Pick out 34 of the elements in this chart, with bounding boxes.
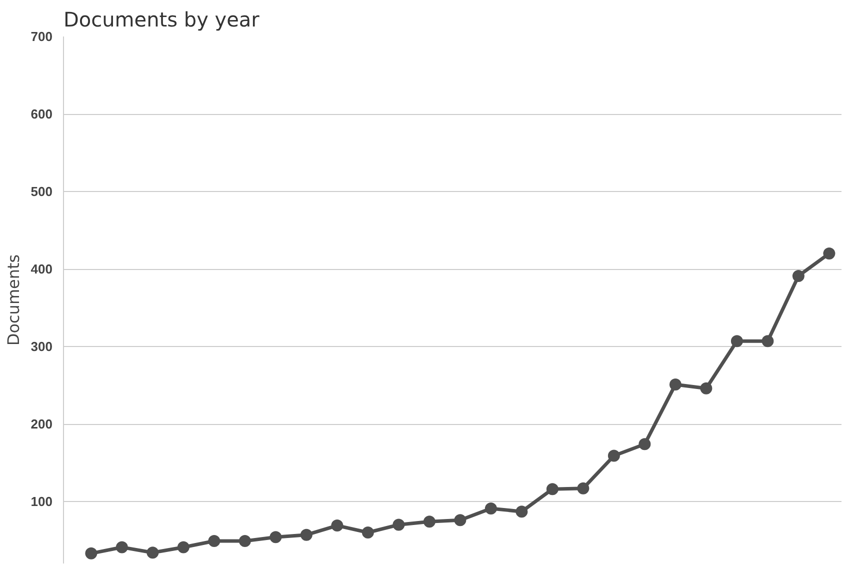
point: [823, 248, 836, 260]
point: [300, 528, 312, 541]
point: [423, 516, 436, 528]
point: [669, 378, 682, 390]
point: [146, 546, 159, 559]
point: [331, 520, 344, 532]
y-tick-label: 600: [30, 106, 53, 122]
point: [116, 541, 128, 554]
point: [362, 526, 374, 538]
y-tick-label: 700: [30, 29, 53, 44]
point: [730, 335, 743, 348]
point: [454, 514, 466, 526]
point: [516, 506, 528, 518]
point: [638, 438, 651, 450]
y-axis-title: Documents: [4, 254, 23, 346]
point: [177, 541, 190, 554]
point: [792, 270, 804, 282]
point: [762, 335, 774, 348]
point: [238, 535, 251, 548]
y-tick-label: 500: [30, 184, 53, 199]
y-tick-label: 100: [30, 494, 53, 509]
point: [700, 382, 712, 394]
point: [85, 547, 98, 560]
point: [208, 535, 220, 548]
point: [577, 482, 590, 494]
chart-title: Documents by year: [64, 8, 260, 32]
y-tick-label: 400: [30, 262, 53, 276]
point: [270, 531, 282, 544]
point: [546, 483, 558, 496]
point: [608, 450, 620, 462]
y-tick-label: 200: [30, 416, 53, 432]
point: [392, 518, 405, 531]
point: [484, 502, 497, 514]
y-tick-label: 300: [30, 339, 53, 354]
